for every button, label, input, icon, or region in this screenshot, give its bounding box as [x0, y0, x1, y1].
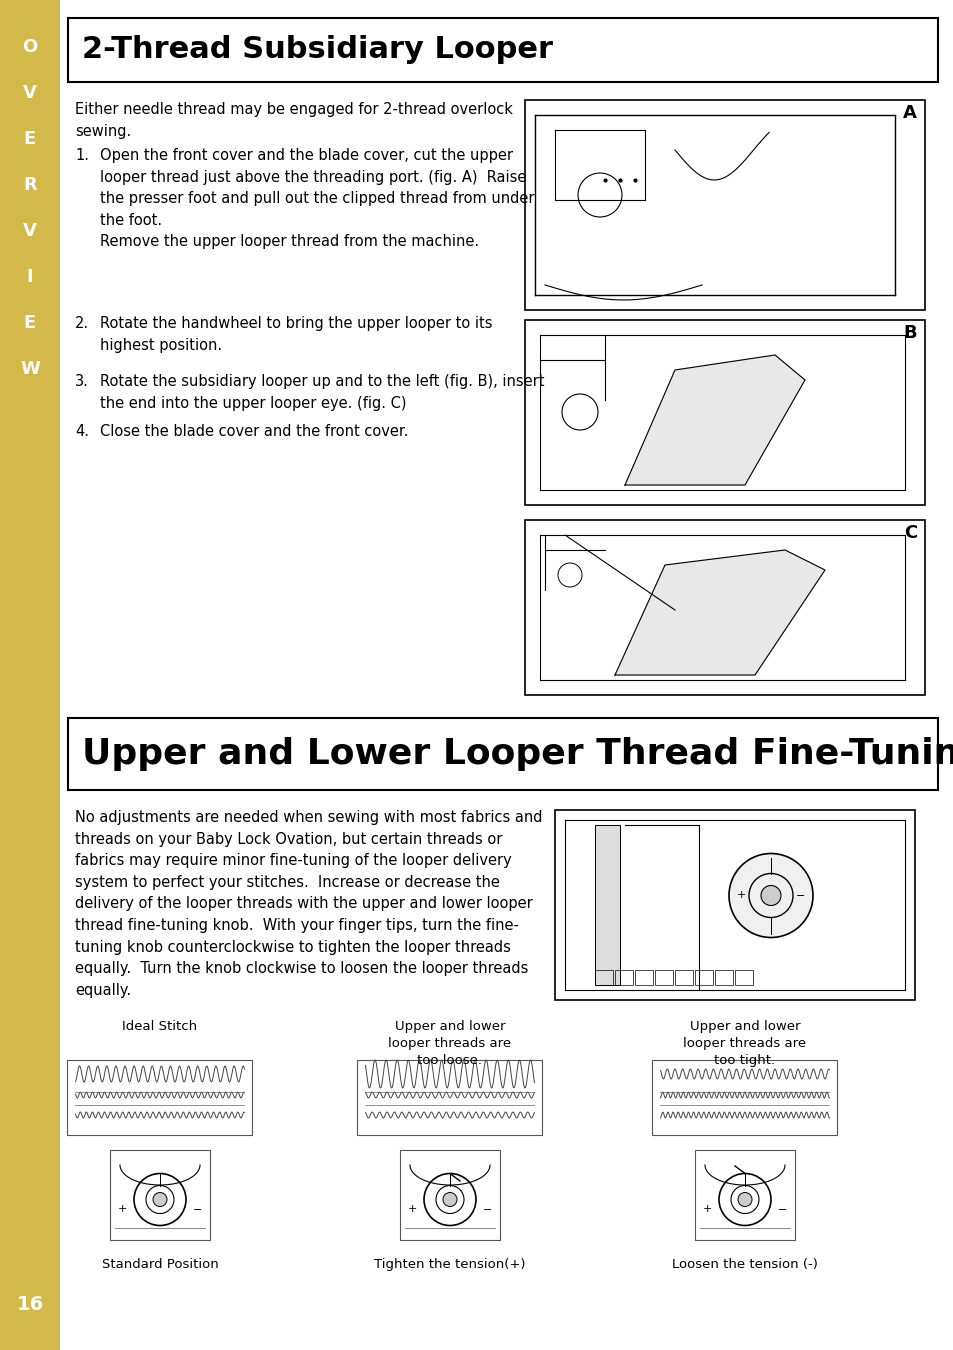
Bar [675, 971, 692, 986]
Text: I: I [27, 269, 33, 286]
Bar [595, 825, 619, 986]
Text: −: − [193, 1204, 202, 1215]
Text: 3.: 3. [75, 374, 89, 389]
Text: Rotate the subsidiary looper up and to the left (fig. B), insert
the end into th: Rotate the subsidiary looper up and to t… [100, 374, 544, 410]
Text: −: − [778, 1204, 787, 1215]
Text: V: V [23, 221, 37, 240]
Bar [0, 0, 60, 1350]
Text: −: − [483, 1204, 492, 1215]
Bar [68, 718, 937, 790]
Text: Ideal Stitch: Ideal Stitch [122, 1021, 197, 1033]
Bar [555, 810, 914, 1000]
Text: 4.: 4. [75, 424, 89, 439]
Text: V: V [23, 84, 37, 103]
Circle shape [442, 1192, 456, 1207]
Text: R: R [23, 176, 37, 194]
Text: +: + [701, 1204, 711, 1215]
Bar [655, 971, 672, 986]
Bar [68, 1060, 253, 1135]
Bar [595, 971, 613, 986]
Text: Upper and Lower Looper Thread Fine-Tuning Knob: Upper and Lower Looper Thread Fine-Tunin… [82, 737, 953, 771]
Text: Standard Position: Standard Position [102, 1258, 218, 1270]
Text: 16: 16 [16, 1295, 44, 1314]
Text: Tighten the tension(+): Tighten the tension(+) [374, 1258, 525, 1270]
Bar [524, 320, 924, 505]
Circle shape [152, 1192, 167, 1207]
Text: 2-Thread Subsidiary Looper: 2-Thread Subsidiary Looper [82, 35, 553, 65]
Text: 1.: 1. [75, 148, 89, 163]
Bar [524, 520, 924, 695]
Text: E: E [24, 130, 36, 148]
Bar [524, 100, 924, 311]
Bar [399, 1150, 499, 1241]
Bar [68, 18, 937, 82]
Bar [652, 1060, 837, 1135]
Text: B: B [902, 324, 916, 342]
Bar [714, 971, 732, 986]
Bar [615, 971, 633, 986]
Bar [357, 1060, 542, 1135]
Bar [110, 1150, 210, 1241]
Text: No adjustments are needed when sewing with most fabrics and
threads on your Baby: No adjustments are needed when sewing wi… [75, 810, 542, 998]
Text: Upper and lower
looper threads are
too loose.: Upper and lower looper threads are too l… [388, 1021, 511, 1066]
Text: A: A [902, 104, 916, 122]
Text: Either needle thread may be engaged for 2-thread overlock
sewing.: Either needle thread may be engaged for … [75, 103, 513, 139]
Text: C: C [902, 524, 916, 541]
Text: +: + [117, 1204, 127, 1215]
Text: Loosen the tension (-): Loosen the tension (-) [671, 1258, 817, 1270]
Circle shape [728, 853, 812, 937]
Text: E: E [24, 315, 36, 332]
Bar [695, 971, 712, 986]
Text: +: + [407, 1204, 416, 1215]
Text: Upper and lower
looper threads are
too tight.: Upper and lower looper threads are too t… [682, 1021, 805, 1066]
Text: Rotate the handwheel to bring the upper looper to its
highest position.: Rotate the handwheel to bring the upper … [100, 316, 492, 352]
Text: −: − [796, 891, 805, 900]
Text: +: + [736, 891, 745, 900]
Circle shape [738, 1192, 751, 1207]
Text: W: W [20, 360, 40, 378]
Bar [635, 971, 652, 986]
Bar [695, 1150, 794, 1241]
Text: Close the blade cover and the front cover.: Close the blade cover and the front cove… [100, 424, 408, 439]
Bar [734, 971, 752, 986]
Text: 2.: 2. [75, 316, 89, 331]
Polygon shape [624, 355, 804, 485]
Polygon shape [615, 549, 824, 675]
Text: O: O [22, 38, 37, 55]
Text: Open the front cover and the blade cover, cut the upper
looper thread just above: Open the front cover and the blade cover… [100, 148, 534, 250]
Circle shape [760, 886, 781, 906]
